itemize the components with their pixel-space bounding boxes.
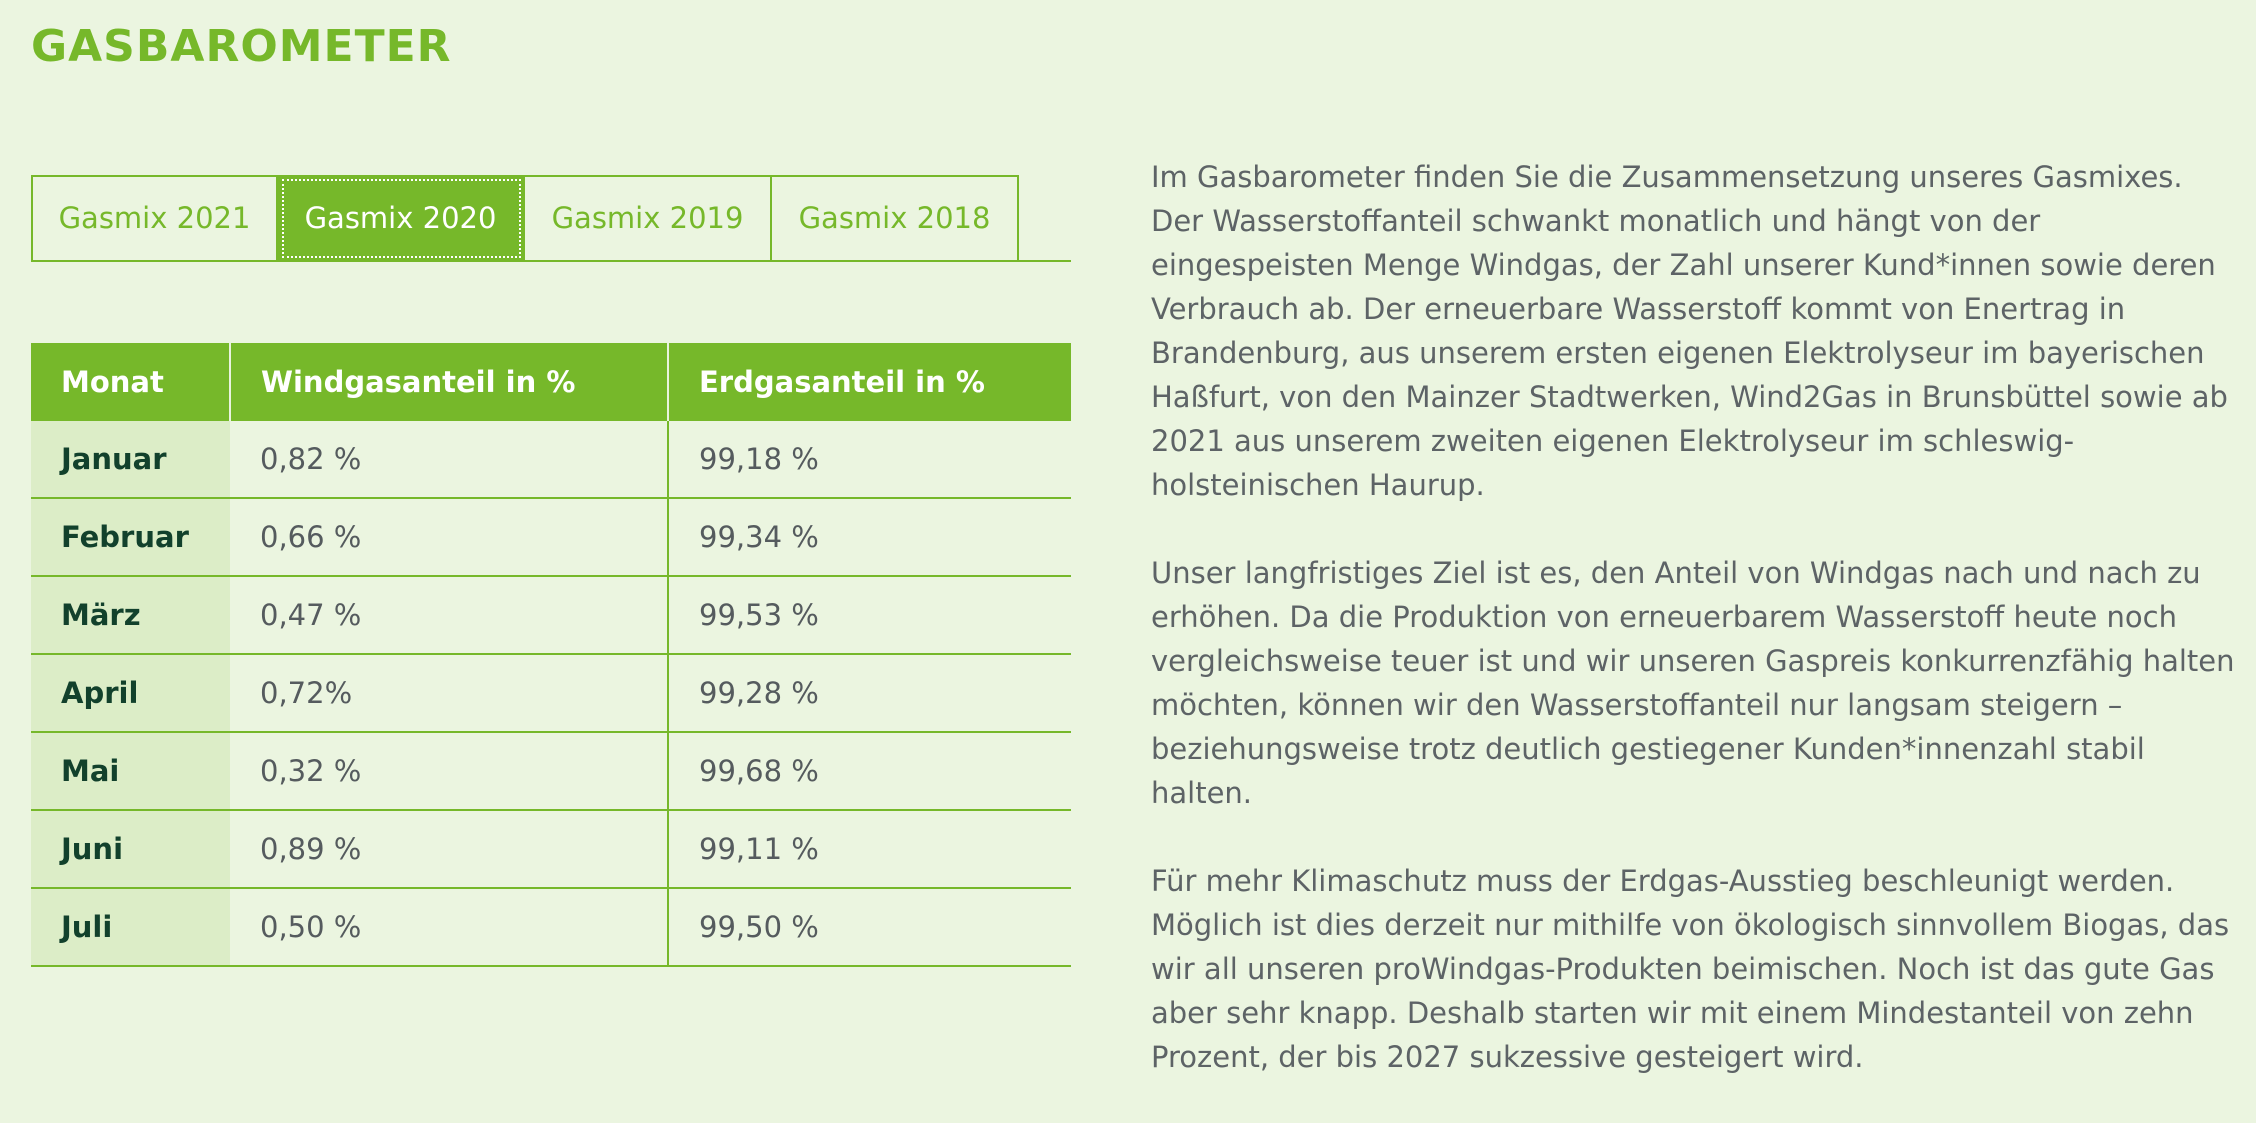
tab-gasmix-2019[interactable]: Gasmix 2019 [525, 175, 772, 262]
windgas-cell: 0,89 % [230, 810, 669, 889]
month-cell: Februar [31, 498, 230, 577]
description-text: Im Gasbarometer finden Sie die Zusammens… [1151, 155, 2241, 1123]
header-monat: Monat [31, 343, 231, 421]
month-cell: Juli [31, 888, 230, 967]
year-tabs: Gasmix 2021 Gasmix 2020 Gasmix 2019 Gasm… [31, 175, 1071, 262]
description-paragraph-3: Für mehr Klimaschutz muss der Erdgas-Aus… [1151, 864, 2230, 1074]
erdgas-cell: 99,50 % [668, 888, 1071, 967]
gasmix-table: Monat Windgasanteil in % Erdgasanteil in… [31, 343, 1071, 967]
description-paragraph-2: Unser langfristiges Ziel ist es, den Ant… [1151, 556, 2235, 810]
windgas-cell: 0,66 % [230, 498, 669, 577]
tab-gasmix-2018[interactable]: Gasmix 2018 [772, 175, 1019, 262]
table-row: Januar 0,82 % 99,18 % [31, 421, 1071, 499]
month-cell: Mai [31, 732, 230, 811]
header-windgasanteil: Windgasanteil in % [230, 343, 669, 421]
table-row: Februar 0,66 % 99,34 % [31, 498, 1071, 577]
windgas-cell: 0,50 % [230, 888, 669, 967]
table-row: April 0,72% 99,28 % [31, 654, 1071, 733]
windgas-cell: 0,72% [230, 654, 669, 733]
erdgas-cell: 99,68 % [668, 732, 1071, 811]
header-erdgasanteil: Erdgasanteil in % [668, 343, 1071, 421]
page-title: GASBAROMETER [31, 21, 452, 72]
erdgas-cell: 99,53 % [668, 576, 1071, 655]
month-cell: Juni [31, 810, 230, 889]
table-header-row: Monat Windgasanteil in % Erdgasanteil in… [31, 343, 1071, 421]
table-row: Juli 0,50 % 99,50 % [31, 888, 1071, 967]
tab-gasmix-2021[interactable]: Gasmix 2021 [31, 175, 278, 262]
month-cell: März [31, 576, 230, 655]
month-cell: April [31, 654, 230, 733]
description-paragraph-1: Im Gasbarometer finden Sie die Zusammens… [1151, 160, 2228, 502]
table-row: Mai 0,32 % 99,68 % [31, 732, 1071, 811]
erdgas-cell: 99,18 % [668, 421, 1071, 499]
erdgas-cell: 99,11 % [668, 810, 1071, 889]
table-row: März 0,47 % 99,53 % [31, 576, 1071, 655]
table-row: Juni 0,89 % 99,11 % [31, 810, 1071, 889]
erdgas-cell: 99,34 % [668, 498, 1071, 577]
month-cell: Januar [31, 421, 230, 499]
erdgas-cell: 99,28 % [668, 654, 1071, 733]
windgas-cell: 0,32 % [230, 732, 669, 811]
windgas-cell: 0,82 % [230, 421, 669, 499]
windgas-cell: 0,47 % [230, 576, 669, 655]
tab-gasmix-2020[interactable]: Gasmix 2020 [278, 175, 525, 262]
